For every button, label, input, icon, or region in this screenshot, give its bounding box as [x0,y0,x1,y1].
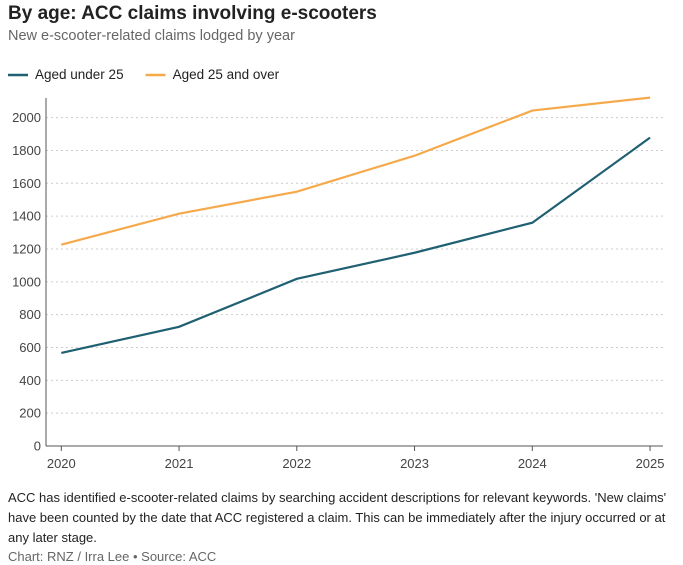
x-tick-label: 2022 [282,456,311,471]
credit: Chart: RNZ / Irra Lee • Source: ACC [8,549,217,564]
y-tick-label: 1000 [12,274,41,289]
legend-label: Aged 25 and over [173,67,280,82]
x-tick-label: 2025 [636,456,665,471]
chart-title: By age: ACC claims involving e-scooters [8,3,377,24]
y-tick-label: 400 [19,373,41,388]
y-tick-label: 0 [34,439,41,454]
chart-subtitle: New e-scooter-related claims lodged by y… [8,28,295,44]
y-tick-label: 1800 [12,143,41,158]
series-line [61,136,651,354]
footnote: ACC has identified e-scooter-related cla… [8,490,667,545]
y-tick-label: 1400 [12,209,41,224]
y-tick-label: 800 [19,307,41,322]
x-tick-label: 2021 [165,456,194,471]
legend-label: Aged under 25 [35,67,124,82]
y-tick-label: 200 [19,406,41,421]
series-line [61,96,651,246]
y-tick-label: 2000 [12,110,41,125]
x-tick-label: 2023 [400,456,429,471]
x-tick-label: 2024 [518,456,547,471]
chart: Aged under 25 Aged 25 and over 0 200 400 600 8… [8,67,665,471]
x-tick-label: 2020 [47,456,76,471]
y-tick-label: 600 [19,340,41,355]
y-tick-label: 1600 [12,176,41,191]
y-tick-label: 1200 [12,241,41,256]
